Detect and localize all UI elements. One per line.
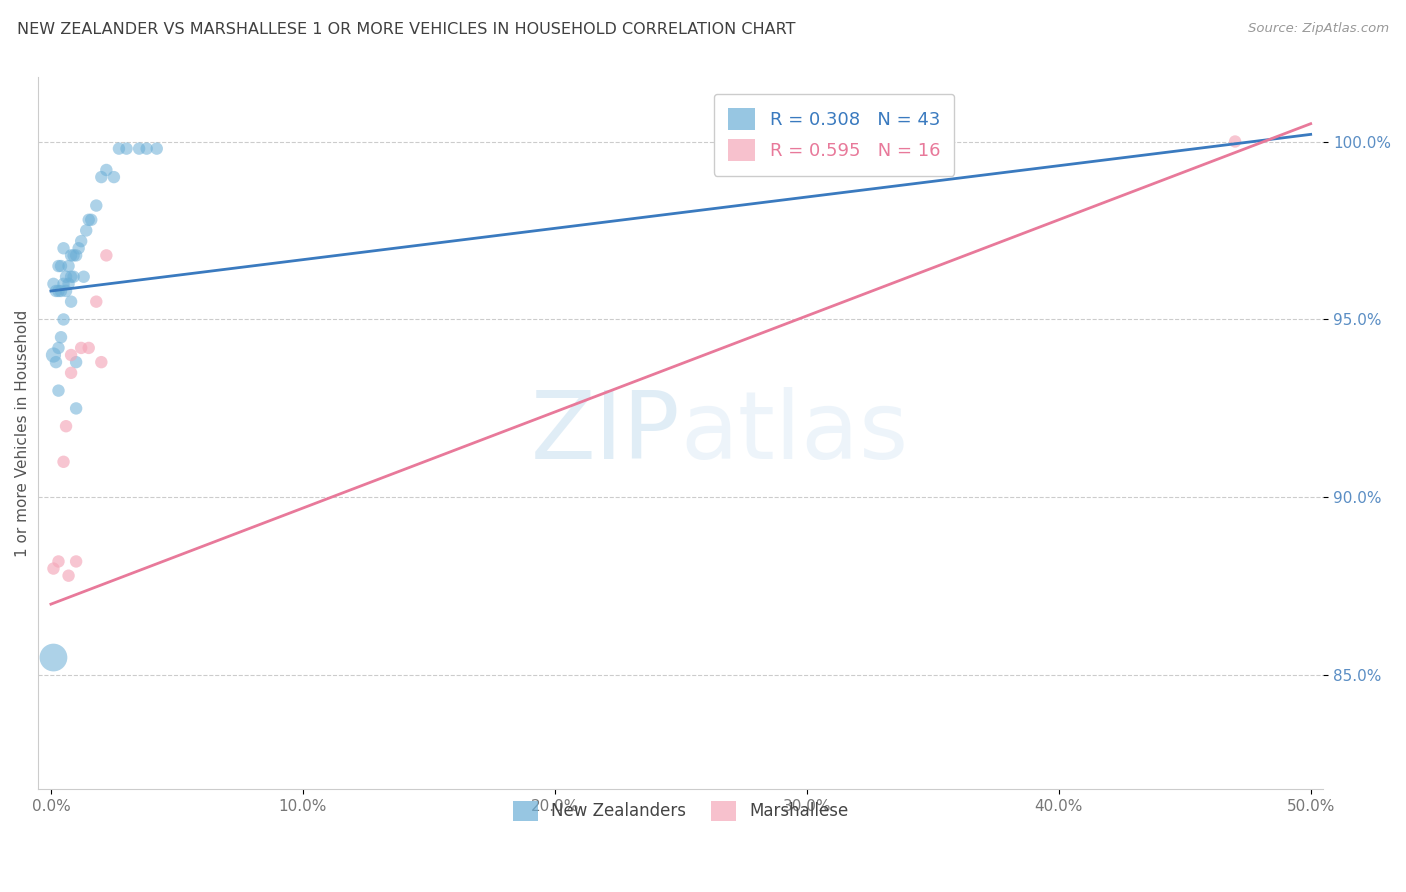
Point bbox=[145, 142, 167, 156]
Point bbox=[52, 277, 75, 291]
Legend: New Zealanders, Marshallese: New Zealanders, Marshallese bbox=[499, 788, 862, 834]
Text: NEW ZEALANDER VS MARSHALLESE 1 OR MORE VEHICLES IN HOUSEHOLD CORRELATION CHART: NEW ZEALANDER VS MARSHALLESE 1 OR MORE V… bbox=[17, 22, 796, 37]
Point bbox=[60, 366, 83, 380]
Point bbox=[52, 455, 75, 469]
Point bbox=[49, 330, 72, 344]
Point bbox=[70, 234, 93, 248]
Point bbox=[42, 348, 65, 362]
Point bbox=[96, 163, 118, 178]
Point bbox=[55, 284, 77, 298]
Point bbox=[1223, 135, 1246, 149]
Point bbox=[67, 241, 90, 255]
Point bbox=[128, 142, 150, 156]
Point bbox=[49, 284, 72, 298]
Y-axis label: 1 or more Vehicles in Household: 1 or more Vehicles in Household bbox=[15, 310, 30, 557]
Point bbox=[135, 142, 157, 156]
Point bbox=[45, 355, 67, 369]
Point bbox=[80, 212, 103, 227]
Point bbox=[745, 142, 768, 156]
Point bbox=[73, 269, 96, 284]
Point bbox=[65, 554, 87, 568]
Point bbox=[96, 248, 118, 262]
Point bbox=[48, 384, 70, 398]
Point bbox=[42, 650, 65, 665]
Point bbox=[65, 355, 87, 369]
Point bbox=[52, 312, 75, 326]
Point bbox=[48, 284, 70, 298]
Point bbox=[52, 241, 75, 255]
Point bbox=[60, 269, 83, 284]
Text: atlas: atlas bbox=[681, 387, 910, 479]
Point bbox=[45, 284, 67, 298]
Point bbox=[60, 294, 83, 309]
Point bbox=[65, 248, 87, 262]
Point bbox=[77, 341, 100, 355]
Point bbox=[55, 269, 77, 284]
Point bbox=[55, 419, 77, 434]
Point bbox=[42, 277, 65, 291]
Point bbox=[48, 554, 70, 568]
Point bbox=[62, 248, 84, 262]
Point bbox=[77, 212, 100, 227]
Point bbox=[60, 248, 83, 262]
Point bbox=[62, 269, 84, 284]
Point bbox=[103, 170, 125, 185]
Point bbox=[65, 401, 87, 416]
Point bbox=[90, 170, 112, 185]
Point bbox=[75, 223, 97, 237]
Point bbox=[108, 142, 131, 156]
Text: Source: ZipAtlas.com: Source: ZipAtlas.com bbox=[1249, 22, 1389, 36]
Point bbox=[49, 259, 72, 273]
Point bbox=[48, 341, 70, 355]
Point bbox=[48, 259, 70, 273]
Point bbox=[58, 277, 80, 291]
Point bbox=[70, 341, 93, 355]
Point bbox=[84, 294, 107, 309]
Point bbox=[115, 142, 138, 156]
Point bbox=[84, 198, 107, 212]
Point bbox=[58, 259, 80, 273]
Point bbox=[90, 355, 112, 369]
Point bbox=[42, 561, 65, 575]
Text: ZIP: ZIP bbox=[531, 387, 681, 479]
Point bbox=[60, 348, 83, 362]
Point bbox=[58, 568, 80, 582]
